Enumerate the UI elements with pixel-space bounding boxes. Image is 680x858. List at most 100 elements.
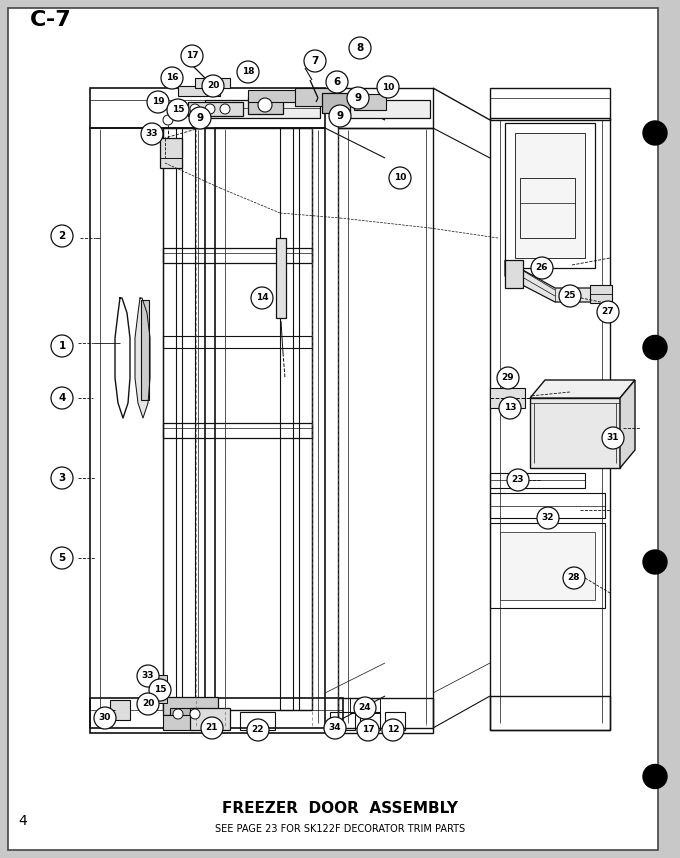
Bar — [340, 100, 430, 118]
Bar — [338, 128, 433, 728]
Circle shape — [357, 719, 379, 741]
Text: 32: 32 — [542, 513, 554, 523]
Text: 24: 24 — [358, 704, 371, 712]
Circle shape — [51, 547, 73, 569]
Text: 9: 9 — [337, 111, 343, 121]
Bar — [500, 532, 595, 600]
Bar — [248, 96, 283, 114]
Circle shape — [643, 764, 667, 789]
Text: 9: 9 — [197, 113, 203, 123]
Bar — [90, 698, 343, 733]
Bar — [360, 712, 380, 730]
Bar — [163, 128, 176, 710]
Text: 4: 4 — [18, 814, 27, 828]
Circle shape — [602, 427, 624, 449]
Circle shape — [643, 550, 667, 574]
Bar — [190, 708, 230, 730]
Bar — [322, 93, 350, 113]
Circle shape — [205, 104, 215, 114]
Bar — [590, 285, 612, 303]
Text: 30: 30 — [99, 714, 112, 722]
Bar — [240, 712, 275, 730]
Circle shape — [251, 287, 273, 309]
Bar — [280, 128, 293, 710]
Text: 17: 17 — [186, 51, 199, 61]
Circle shape — [161, 67, 183, 89]
Circle shape — [247, 719, 269, 741]
Bar — [141, 300, 149, 400]
Circle shape — [147, 91, 169, 113]
Circle shape — [176, 104, 188, 116]
Bar — [182, 128, 195, 710]
Bar — [163, 336, 312, 348]
Circle shape — [190, 104, 200, 114]
Circle shape — [258, 98, 272, 112]
Bar — [163, 128, 312, 710]
Bar — [163, 697, 218, 715]
Bar — [163, 715, 193, 730]
Text: 8: 8 — [356, 43, 364, 53]
Text: 10: 10 — [394, 173, 406, 183]
Bar — [490, 388, 525, 408]
Text: 17: 17 — [362, 726, 374, 734]
Text: 15: 15 — [154, 686, 166, 694]
Polygon shape — [505, 260, 610, 302]
Polygon shape — [620, 380, 635, 468]
Text: 12: 12 — [387, 726, 399, 734]
Bar — [90, 88, 325, 128]
Bar — [490, 473, 585, 488]
Circle shape — [597, 301, 619, 323]
Bar — [160, 138, 182, 168]
Bar — [110, 700, 130, 720]
Circle shape — [51, 225, 73, 247]
Circle shape — [354, 697, 376, 719]
Circle shape — [304, 50, 326, 72]
Bar — [195, 710, 213, 728]
Bar — [90, 128, 205, 728]
Text: 21: 21 — [206, 723, 218, 733]
Bar — [490, 523, 605, 608]
Text: 26: 26 — [536, 263, 548, 273]
Bar — [515, 133, 585, 258]
Circle shape — [643, 335, 667, 360]
Text: 10: 10 — [381, 82, 394, 92]
Text: 31: 31 — [607, 433, 619, 443]
Circle shape — [94, 707, 116, 729]
Circle shape — [202, 75, 224, 97]
Text: 3: 3 — [58, 473, 66, 483]
Text: 15: 15 — [172, 106, 184, 114]
Bar — [505, 260, 523, 288]
Circle shape — [51, 387, 73, 409]
Polygon shape — [135, 298, 150, 418]
Bar — [490, 696, 610, 730]
Bar — [330, 712, 355, 730]
Text: 16: 16 — [166, 74, 178, 82]
Bar — [505, 123, 595, 268]
Text: C-7: C-7 — [30, 10, 72, 30]
Text: 14: 14 — [256, 293, 269, 303]
Text: 25: 25 — [564, 292, 576, 300]
Bar — [155, 685, 167, 693]
Bar — [295, 88, 335, 106]
Circle shape — [643, 121, 667, 145]
Text: 4: 4 — [58, 393, 66, 403]
Text: 28: 28 — [568, 573, 580, 583]
Circle shape — [189, 107, 211, 129]
Circle shape — [329, 105, 351, 127]
Circle shape — [537, 507, 559, 529]
Bar — [248, 90, 303, 102]
Bar — [195, 78, 230, 88]
Circle shape — [167, 99, 189, 121]
Text: 6: 6 — [333, 77, 341, 87]
Text: 27: 27 — [602, 307, 614, 317]
Text: 2: 2 — [58, 231, 66, 241]
Text: FREEZER  DOOR  ASSEMBLY: FREEZER DOOR ASSEMBLY — [222, 801, 458, 816]
Circle shape — [377, 76, 399, 98]
Circle shape — [559, 285, 581, 307]
Bar — [338, 88, 433, 128]
Bar — [490, 493, 605, 518]
Circle shape — [137, 693, 159, 715]
Bar — [385, 712, 405, 730]
Bar — [299, 128, 312, 710]
Text: 22: 22 — [252, 726, 265, 734]
